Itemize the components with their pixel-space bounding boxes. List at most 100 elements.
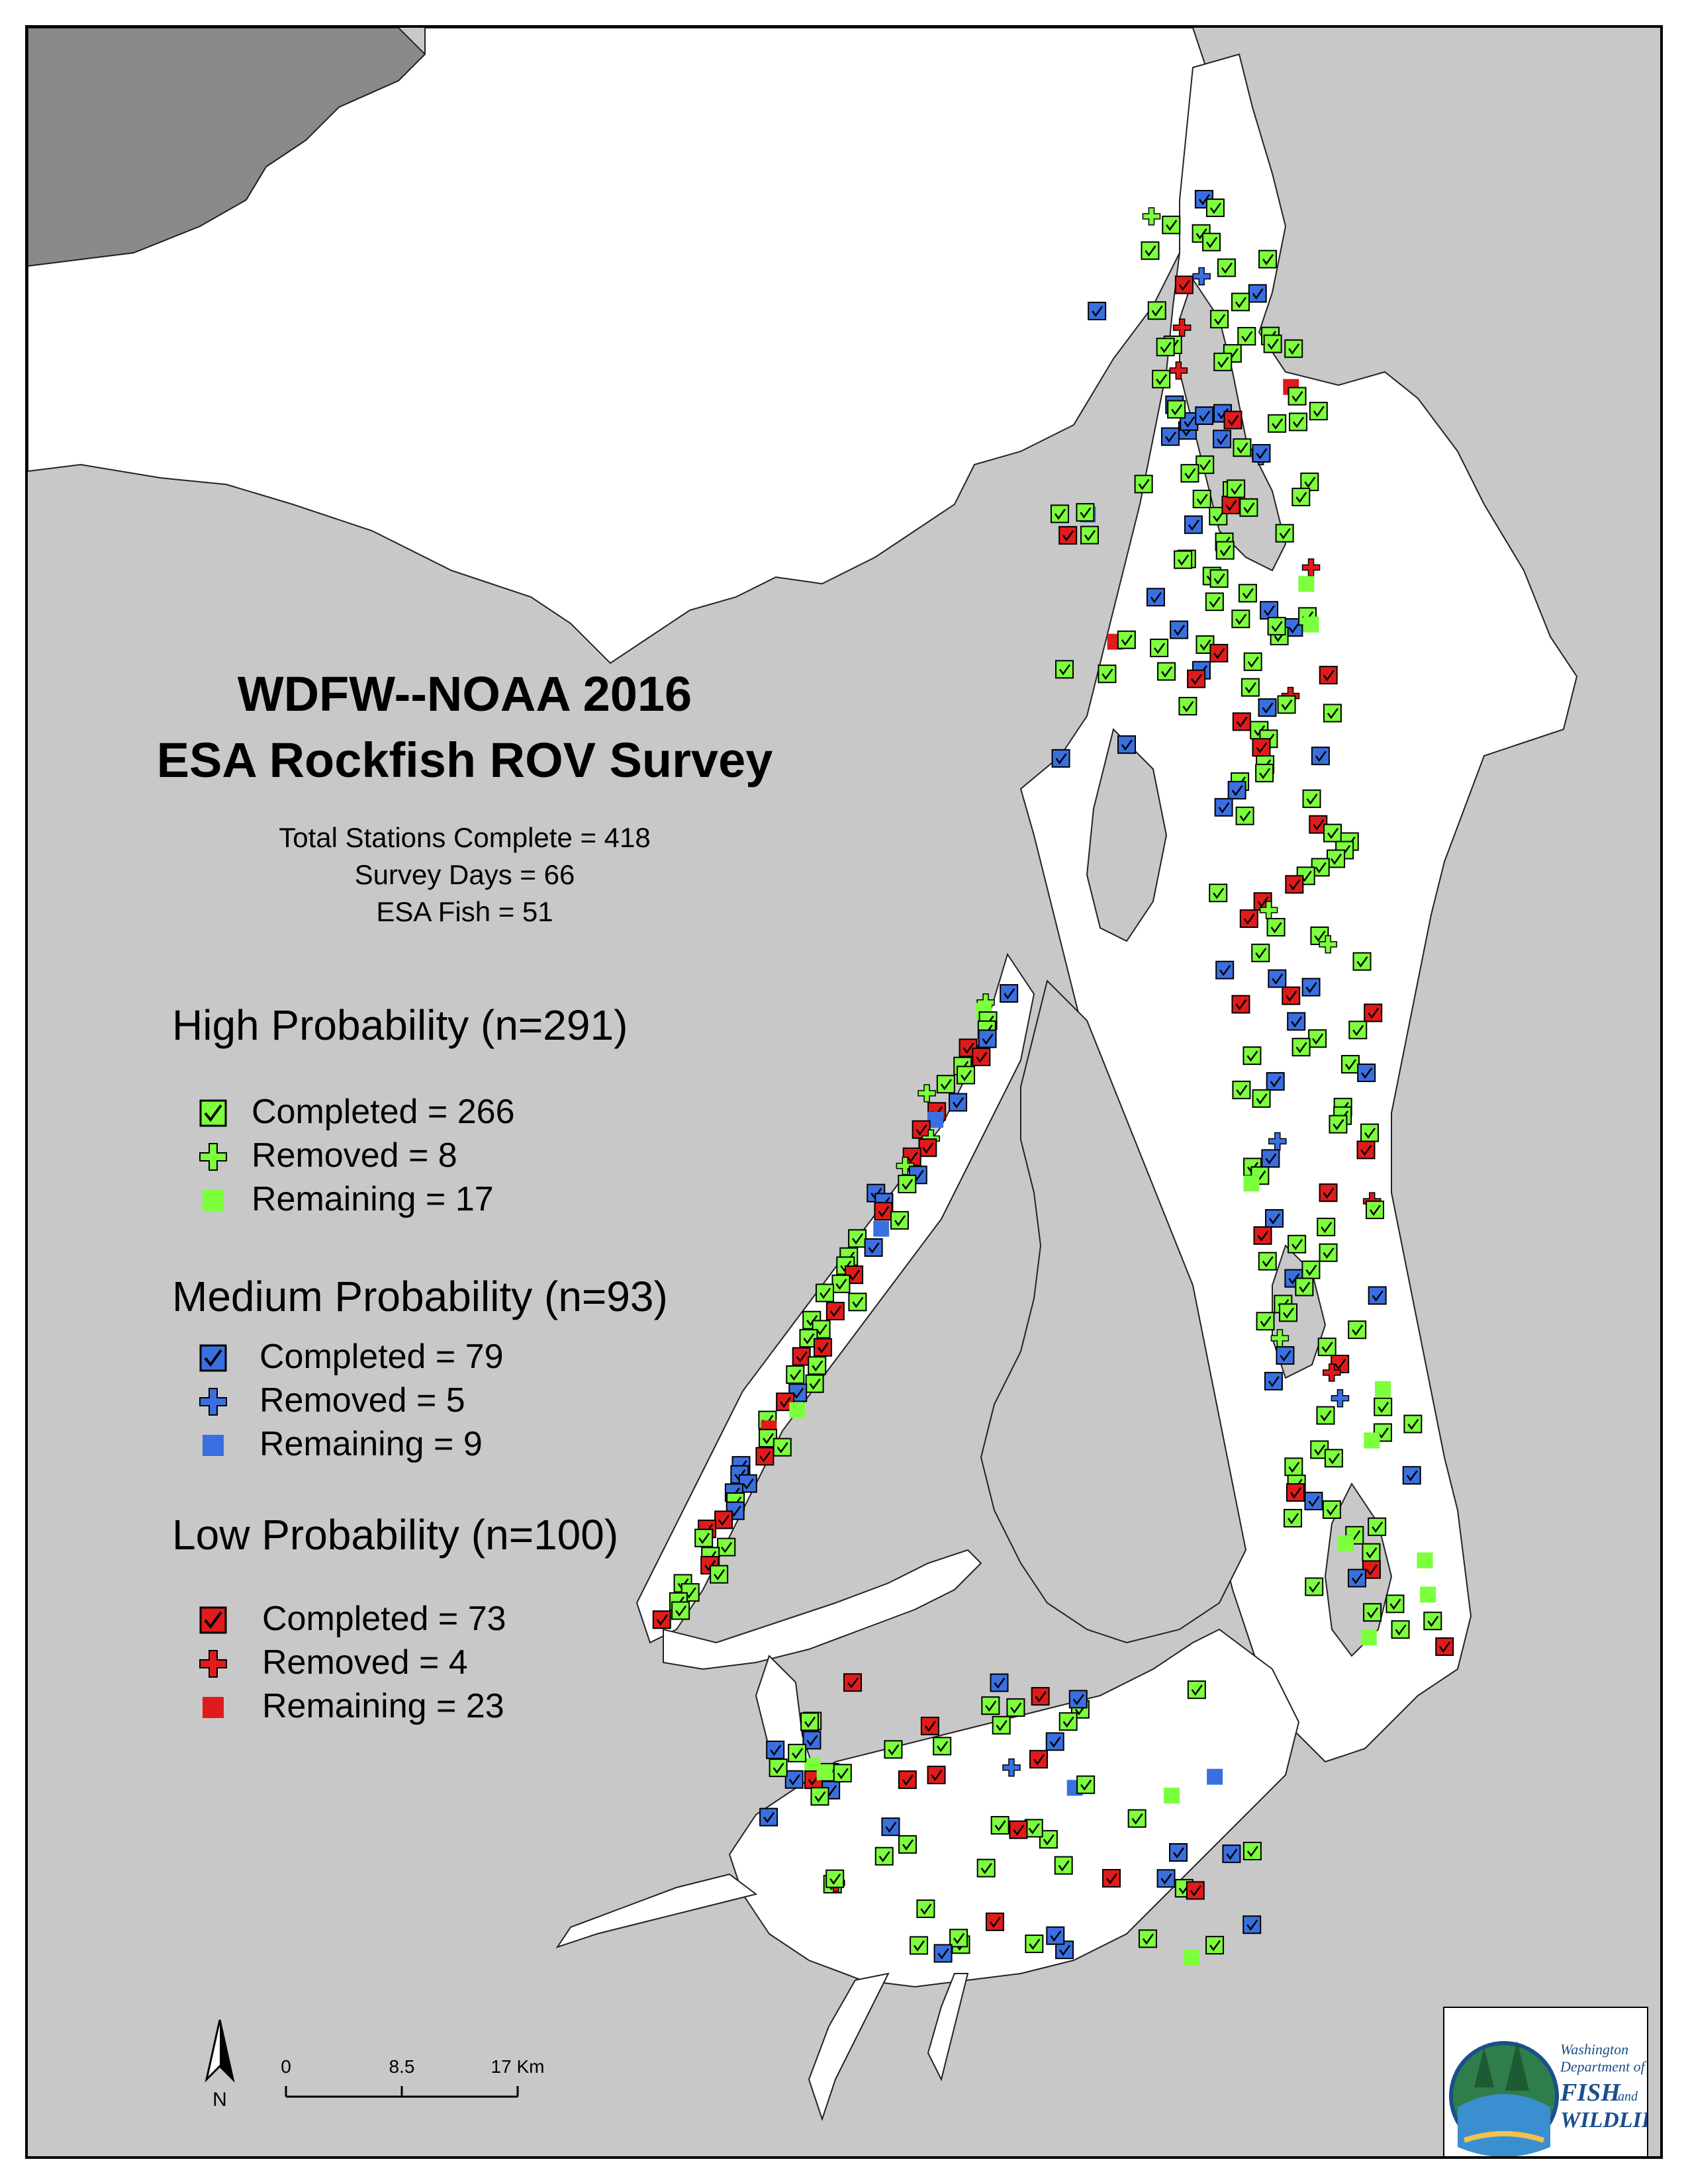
- legend-low-completed-label: Completed = 73: [262, 1600, 506, 1638]
- station-marker: [1227, 479, 1246, 498]
- wdfw-logo-emblem: Washington Department of FISH and WILDLI…: [1449, 2041, 1660, 2156]
- logo-text-2: Department of: [1560, 2058, 1647, 2075]
- station-marker: [1025, 1934, 1044, 1954]
- station-marker: [1331, 1389, 1350, 1408]
- station-marker: [759, 1807, 778, 1827]
- legend-medium-completed-label: Completed = 79: [259, 1338, 504, 1376]
- station-marker: [1264, 1371, 1283, 1390]
- station-marker: [800, 1712, 820, 1731]
- station-marker: [1213, 352, 1233, 371]
- station-marker: [1277, 695, 1296, 714]
- station-marker: [1029, 1750, 1048, 1769]
- station-marker: [1275, 523, 1294, 543]
- checkmark-square-icon: [199, 1606, 227, 1634]
- station-marker: [1243, 652, 1262, 671]
- station-marker: [1215, 960, 1235, 979]
- station-marker: [933, 1737, 952, 1756]
- station-marker: [1045, 1732, 1064, 1751]
- map-title-line2: ESA Rockfish ROV Survey: [156, 733, 773, 788]
- station-marker: [717, 1537, 736, 1557]
- station-marker: [1322, 1500, 1341, 1519]
- station-marker: [1243, 1841, 1262, 1860]
- station-marker: [1391, 1620, 1410, 1639]
- station-marker: [831, 1274, 851, 1293]
- station-marker: [1058, 1712, 1078, 1731]
- station-marker: [1221, 496, 1241, 515]
- station-marker: [1223, 410, 1243, 430]
- station-marker: [1255, 764, 1274, 783]
- station-marker: [1174, 275, 1194, 295]
- station-marker: [814, 1338, 833, 1357]
- station-marker: [1266, 918, 1286, 936]
- station-marker: [843, 1673, 863, 1692]
- station-marker: [1205, 1936, 1225, 1955]
- station-marker: [898, 1175, 917, 1193]
- station-marker: [1210, 310, 1229, 329]
- station-marker: [1304, 1492, 1323, 1511]
- station-marker: [874, 1846, 894, 1866]
- station-marker: [1319, 666, 1338, 685]
- station-marker: [1232, 712, 1251, 731]
- station-marker: [898, 1835, 917, 1854]
- scale-bar: [285, 2086, 519, 2098]
- station-marker: [1180, 412, 1199, 431]
- station-marker: [1138, 1929, 1157, 1948]
- station-marker: [1209, 643, 1229, 662]
- station-marker: [896, 1156, 915, 1175]
- station-marker: [1231, 293, 1250, 312]
- station-marker: [1195, 406, 1214, 426]
- station-marker: [1102, 1869, 1121, 1888]
- station-marker: [1348, 1320, 1367, 1340]
- station-marker: [1184, 515, 1203, 534]
- station-marker: [769, 1758, 788, 1778]
- legend-low-removed-label: Removed = 4: [262, 1643, 468, 1682]
- station-marker: [949, 1093, 968, 1112]
- station-marker: [1127, 1809, 1147, 1828]
- station-marker: [1187, 1680, 1206, 1700]
- station-marker: [1162, 215, 1181, 234]
- station-marker: [714, 1510, 733, 1529]
- station-marker: [972, 1048, 991, 1066]
- station-marker: [1276, 1346, 1295, 1365]
- station-marker: [881, 1817, 900, 1837]
- station-marker: [992, 1715, 1011, 1735]
- station-marker: [1252, 443, 1271, 463]
- station-marker: [1243, 1046, 1262, 1066]
- station-marker: [990, 1673, 1009, 1692]
- station-marker: [1267, 617, 1286, 636]
- south-inlet-4: [927, 1973, 969, 2081]
- station-marker: [1217, 258, 1236, 277]
- station-marker: [1180, 464, 1199, 483]
- south-sound-water: [728, 1628, 1300, 1988]
- station-marker: [1252, 1089, 1271, 1108]
- logo-text-3: FISH: [1560, 2079, 1621, 2107]
- station-marker: [1285, 875, 1304, 894]
- station-marker: [805, 1374, 824, 1393]
- station-marker: [1243, 1175, 1260, 1192]
- station-marker: [1256, 1312, 1275, 1331]
- station-marker: [981, 1696, 1000, 1715]
- station-marker: [1268, 969, 1287, 988]
- station-marker: [1235, 806, 1254, 825]
- station-marker: [1002, 1758, 1021, 1777]
- legend-high-heading: High Probability (n=291): [172, 1001, 628, 1049]
- station-marker: [1098, 664, 1117, 684]
- station-marker: [1417, 1552, 1433, 1569]
- station-marker: [784, 1770, 804, 1789]
- stat-survey-days: Survey Days = 66: [354, 859, 575, 890]
- station-marker: [874, 1202, 893, 1221]
- station-marker: [1232, 1080, 1251, 1099]
- station-marker: [1266, 1071, 1285, 1091]
- station-marker: [1319, 935, 1338, 954]
- legend-high-completed-label: Completed = 266: [252, 1093, 515, 1131]
- station-marker: [1402, 1466, 1421, 1485]
- station-marker: [1000, 984, 1019, 1003]
- station-marker: [1241, 678, 1260, 697]
- logo-text-5: WILDLIFE: [1560, 2108, 1647, 2132]
- station-marker: [918, 1138, 937, 1158]
- station-marker: [1284, 1508, 1303, 1527]
- station-marker: [1302, 789, 1321, 808]
- station-marker: [1156, 1869, 1176, 1888]
- station-marker: [864, 1238, 883, 1257]
- station-marker: [816, 1283, 835, 1302]
